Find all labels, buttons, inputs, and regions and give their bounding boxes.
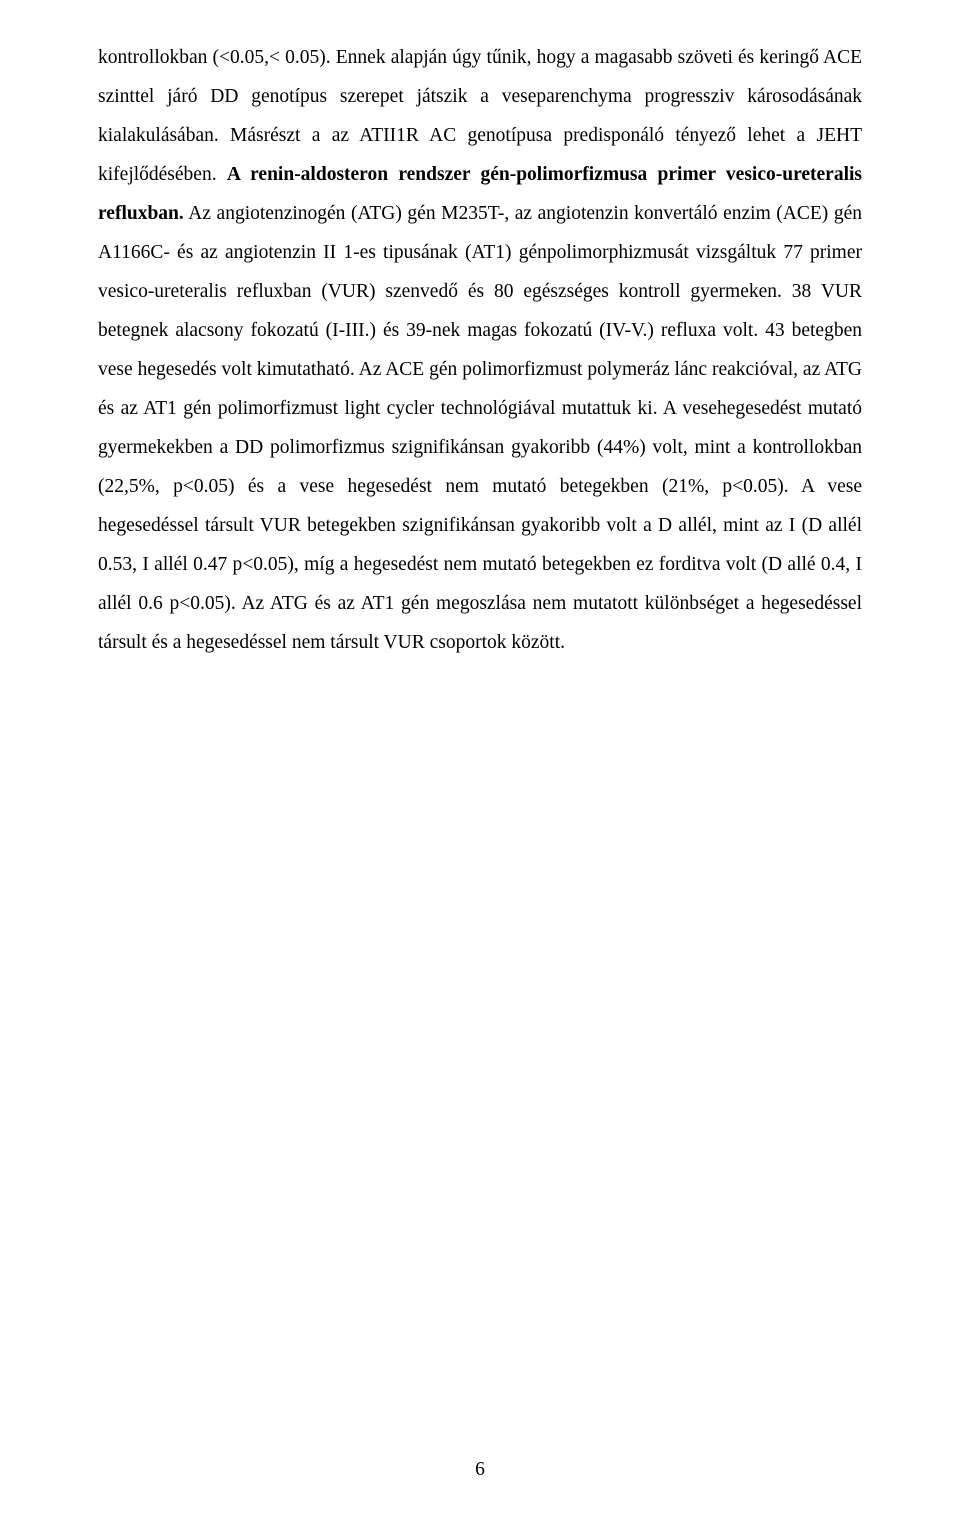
page-number: 6 [0, 1459, 960, 1481]
document-body: kontrollokban (<0.05,< 0.05). Ennek alap… [98, 38, 862, 662]
body-paragraph-2: Az angiotenzinogén (ATG) gén M235T-, az … [98, 203, 862, 653]
